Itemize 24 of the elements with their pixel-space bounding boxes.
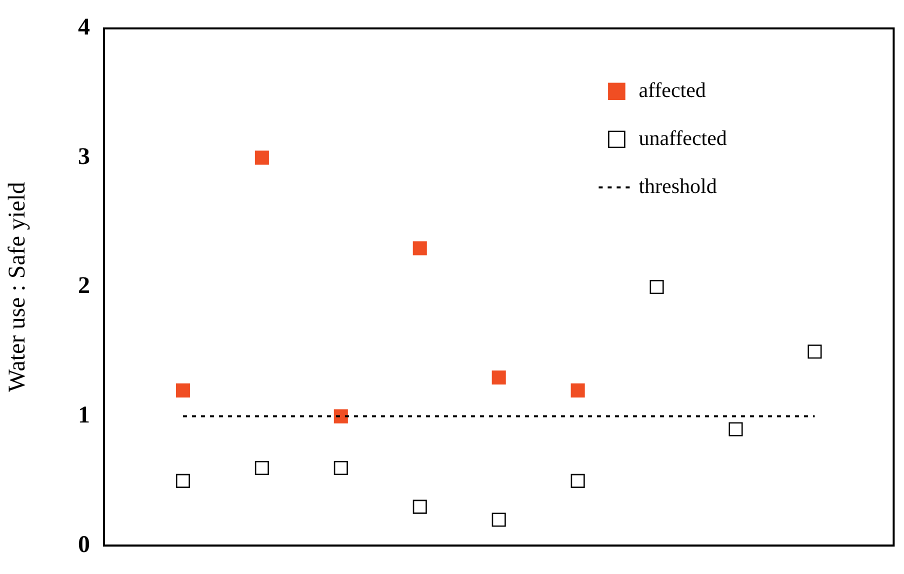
point: [176, 383, 190, 398]
point: [728, 422, 743, 436]
point: [334, 409, 348, 424]
point: [570, 383, 585, 398]
point: [492, 370, 506, 385]
point: [650, 280, 664, 294]
point: [334, 461, 348, 476]
y-axis-title: Water use : Safe yield: [4, 182, 31, 392]
legend-label: threshold: [638, 174, 718, 198]
y-tick-label: 0: [78, 532, 90, 558]
point: [570, 474, 585, 488]
legend-label: affected: [638, 78, 706, 102]
y-tick-label: 2: [78, 273, 90, 300]
y-tick-label: 1: [78, 402, 90, 429]
point: [412, 241, 427, 256]
y-tick-label: 4: [78, 14, 90, 41]
point: [176, 474, 190, 488]
point: [808, 344, 822, 359]
point: [254, 461, 269, 476]
point: [254, 150, 269, 165]
point: [492, 512, 506, 527]
legend-label: unaffected: [638, 126, 728, 150]
y-tick-label: 3: [78, 144, 90, 170]
point: [412, 500, 427, 514]
